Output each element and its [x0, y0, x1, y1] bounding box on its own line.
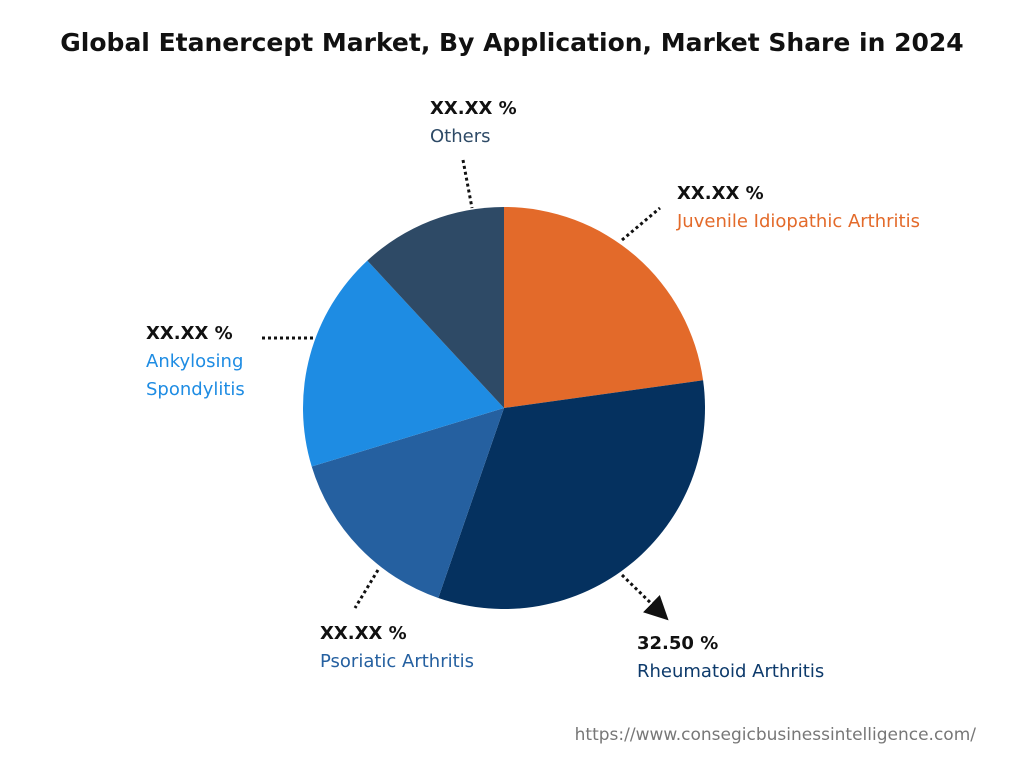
category-label: Psoriatic Arthritis [320, 651, 475, 672]
value-label: XX.XX % [146, 323, 233, 344]
slice-label: XX.XX % Psoriatic Arthritis [320, 620, 580, 676]
slice-label: XX.XX % Juvenile Idiopathic Arthritis [677, 180, 977, 236]
pie-slice [302, 260, 504, 467]
leader-line [353, 569, 380, 609]
slice-label: XX.XX % Others [430, 95, 630, 151]
pie-slice [504, 207, 704, 408]
value-label: XX.XX % [320, 623, 407, 644]
category-label: Others [430, 126, 491, 147]
chart-title: Global Etanercept Market, By Application… [60, 28, 964, 57]
slice-label: XX.XX % Ankylosing Spondylitis [146, 320, 261, 404]
pie-slice [367, 207, 504, 408]
category-label: Rheumatoid Arthritis [637, 661, 825, 682]
leader-line [621, 206, 661, 242]
leader-line [620, 573, 669, 621]
value-label: 32.50 % [637, 633, 719, 654]
category-label: Juvenile Idiopathic Arthritis [677, 211, 920, 232]
leader-line [461, 159, 474, 209]
pie-slice [311, 408, 504, 598]
slice-label: 32.50 % Rheumatoid Arthritis [637, 630, 897, 686]
category-label: Ankylosing Spondylitis [146, 351, 245, 400]
value-label: XX.XX % [430, 98, 517, 119]
source-url: https://www.consegicbusinessintelligence… [574, 725, 976, 745]
pie-slice [438, 380, 706, 609]
value-label: XX.XX % [677, 183, 764, 204]
